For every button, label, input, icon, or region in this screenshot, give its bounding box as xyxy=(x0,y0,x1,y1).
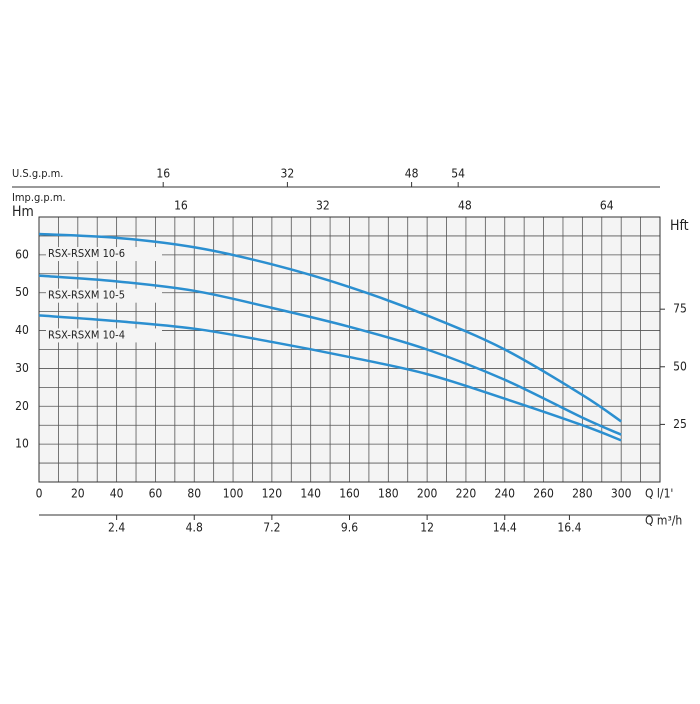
y2-tick-label: 25 xyxy=(673,417,687,431)
x-tick-label: 240 xyxy=(494,487,515,501)
x-tick-label: 80 xyxy=(187,487,201,501)
x-tick-label: 280 xyxy=(572,487,593,501)
secondary-tick-label: 32 xyxy=(316,199,330,213)
curve xyxy=(38,314,622,442)
secondary-tick-label: 4.8 xyxy=(186,521,203,535)
x-tick-label: 120 xyxy=(262,487,283,501)
x-axis-label: Q l/1' xyxy=(645,487,673,501)
secondary-tick-label: 2.4 xyxy=(108,521,125,535)
secondary-tick-label: 16 xyxy=(174,199,188,213)
x-tick-label: 220 xyxy=(456,487,477,501)
x-tick-label: 200 xyxy=(417,487,438,501)
x-tick-label: 100 xyxy=(223,487,244,501)
y2-axis-label: Hft xyxy=(670,218,689,234)
x-tick-label: 300 xyxy=(611,487,632,501)
secondary-tick-label: 14.4 xyxy=(493,521,517,535)
secondary-tick-label: 48 xyxy=(405,167,419,181)
y-tick-label: 50 xyxy=(15,285,29,299)
x-tick-label: 260 xyxy=(533,487,554,501)
secondary-tick-label: 16.4 xyxy=(557,521,581,535)
secondary-tick-label: 7.2 xyxy=(263,521,280,535)
series-label-bg xyxy=(46,328,162,343)
y-tick-label: 60 xyxy=(15,247,29,261)
x-tick-label: 140 xyxy=(300,487,321,501)
y-axis-label: Hm xyxy=(12,204,34,220)
secondary-axis-label: Q m³/h xyxy=(645,514,682,528)
x-tick-label: 180 xyxy=(378,487,399,501)
y-tick-label: 20 xyxy=(15,399,29,413)
x-tick-label: 40 xyxy=(110,487,124,501)
curve xyxy=(38,232,622,423)
series-label: RSX-RSXM 10-6 xyxy=(48,247,125,260)
series-label: RSX-RSXM 10-5 xyxy=(48,289,125,302)
secondary-tick-label: 12 xyxy=(420,521,434,535)
secondary-axis-label: Imp.g.p.m. xyxy=(12,191,66,204)
series-label: RSX-RSXM 10-4 xyxy=(48,328,125,341)
secondary-tick-label: 32 xyxy=(281,167,295,181)
x-tick-label: 20 xyxy=(71,487,85,501)
y-tick-label: 30 xyxy=(15,361,29,375)
secondary-tick-label: 16 xyxy=(156,167,170,181)
series-label-bg xyxy=(46,247,162,262)
secondary-tick-label: 64 xyxy=(600,199,614,213)
secondary-tick-label: 9.6 xyxy=(341,521,358,535)
secondary-tick-label: 48 xyxy=(458,199,472,213)
plot-border xyxy=(38,216,661,483)
curve xyxy=(38,274,622,436)
y2-tick-label: 75 xyxy=(673,302,687,316)
y2-tick-label: 50 xyxy=(673,359,687,373)
x-tick-label: 60 xyxy=(149,487,163,501)
y-tick-label: 10 xyxy=(15,437,29,451)
series-label-bg xyxy=(46,288,162,303)
x-tick-label: 0 xyxy=(36,487,43,501)
y-tick-label: 40 xyxy=(15,323,29,337)
x-tick-label: 160 xyxy=(339,487,360,501)
secondary-axis-label: U.S.g.p.m. xyxy=(12,167,63,180)
secondary-tick-label: 54 xyxy=(451,167,465,181)
